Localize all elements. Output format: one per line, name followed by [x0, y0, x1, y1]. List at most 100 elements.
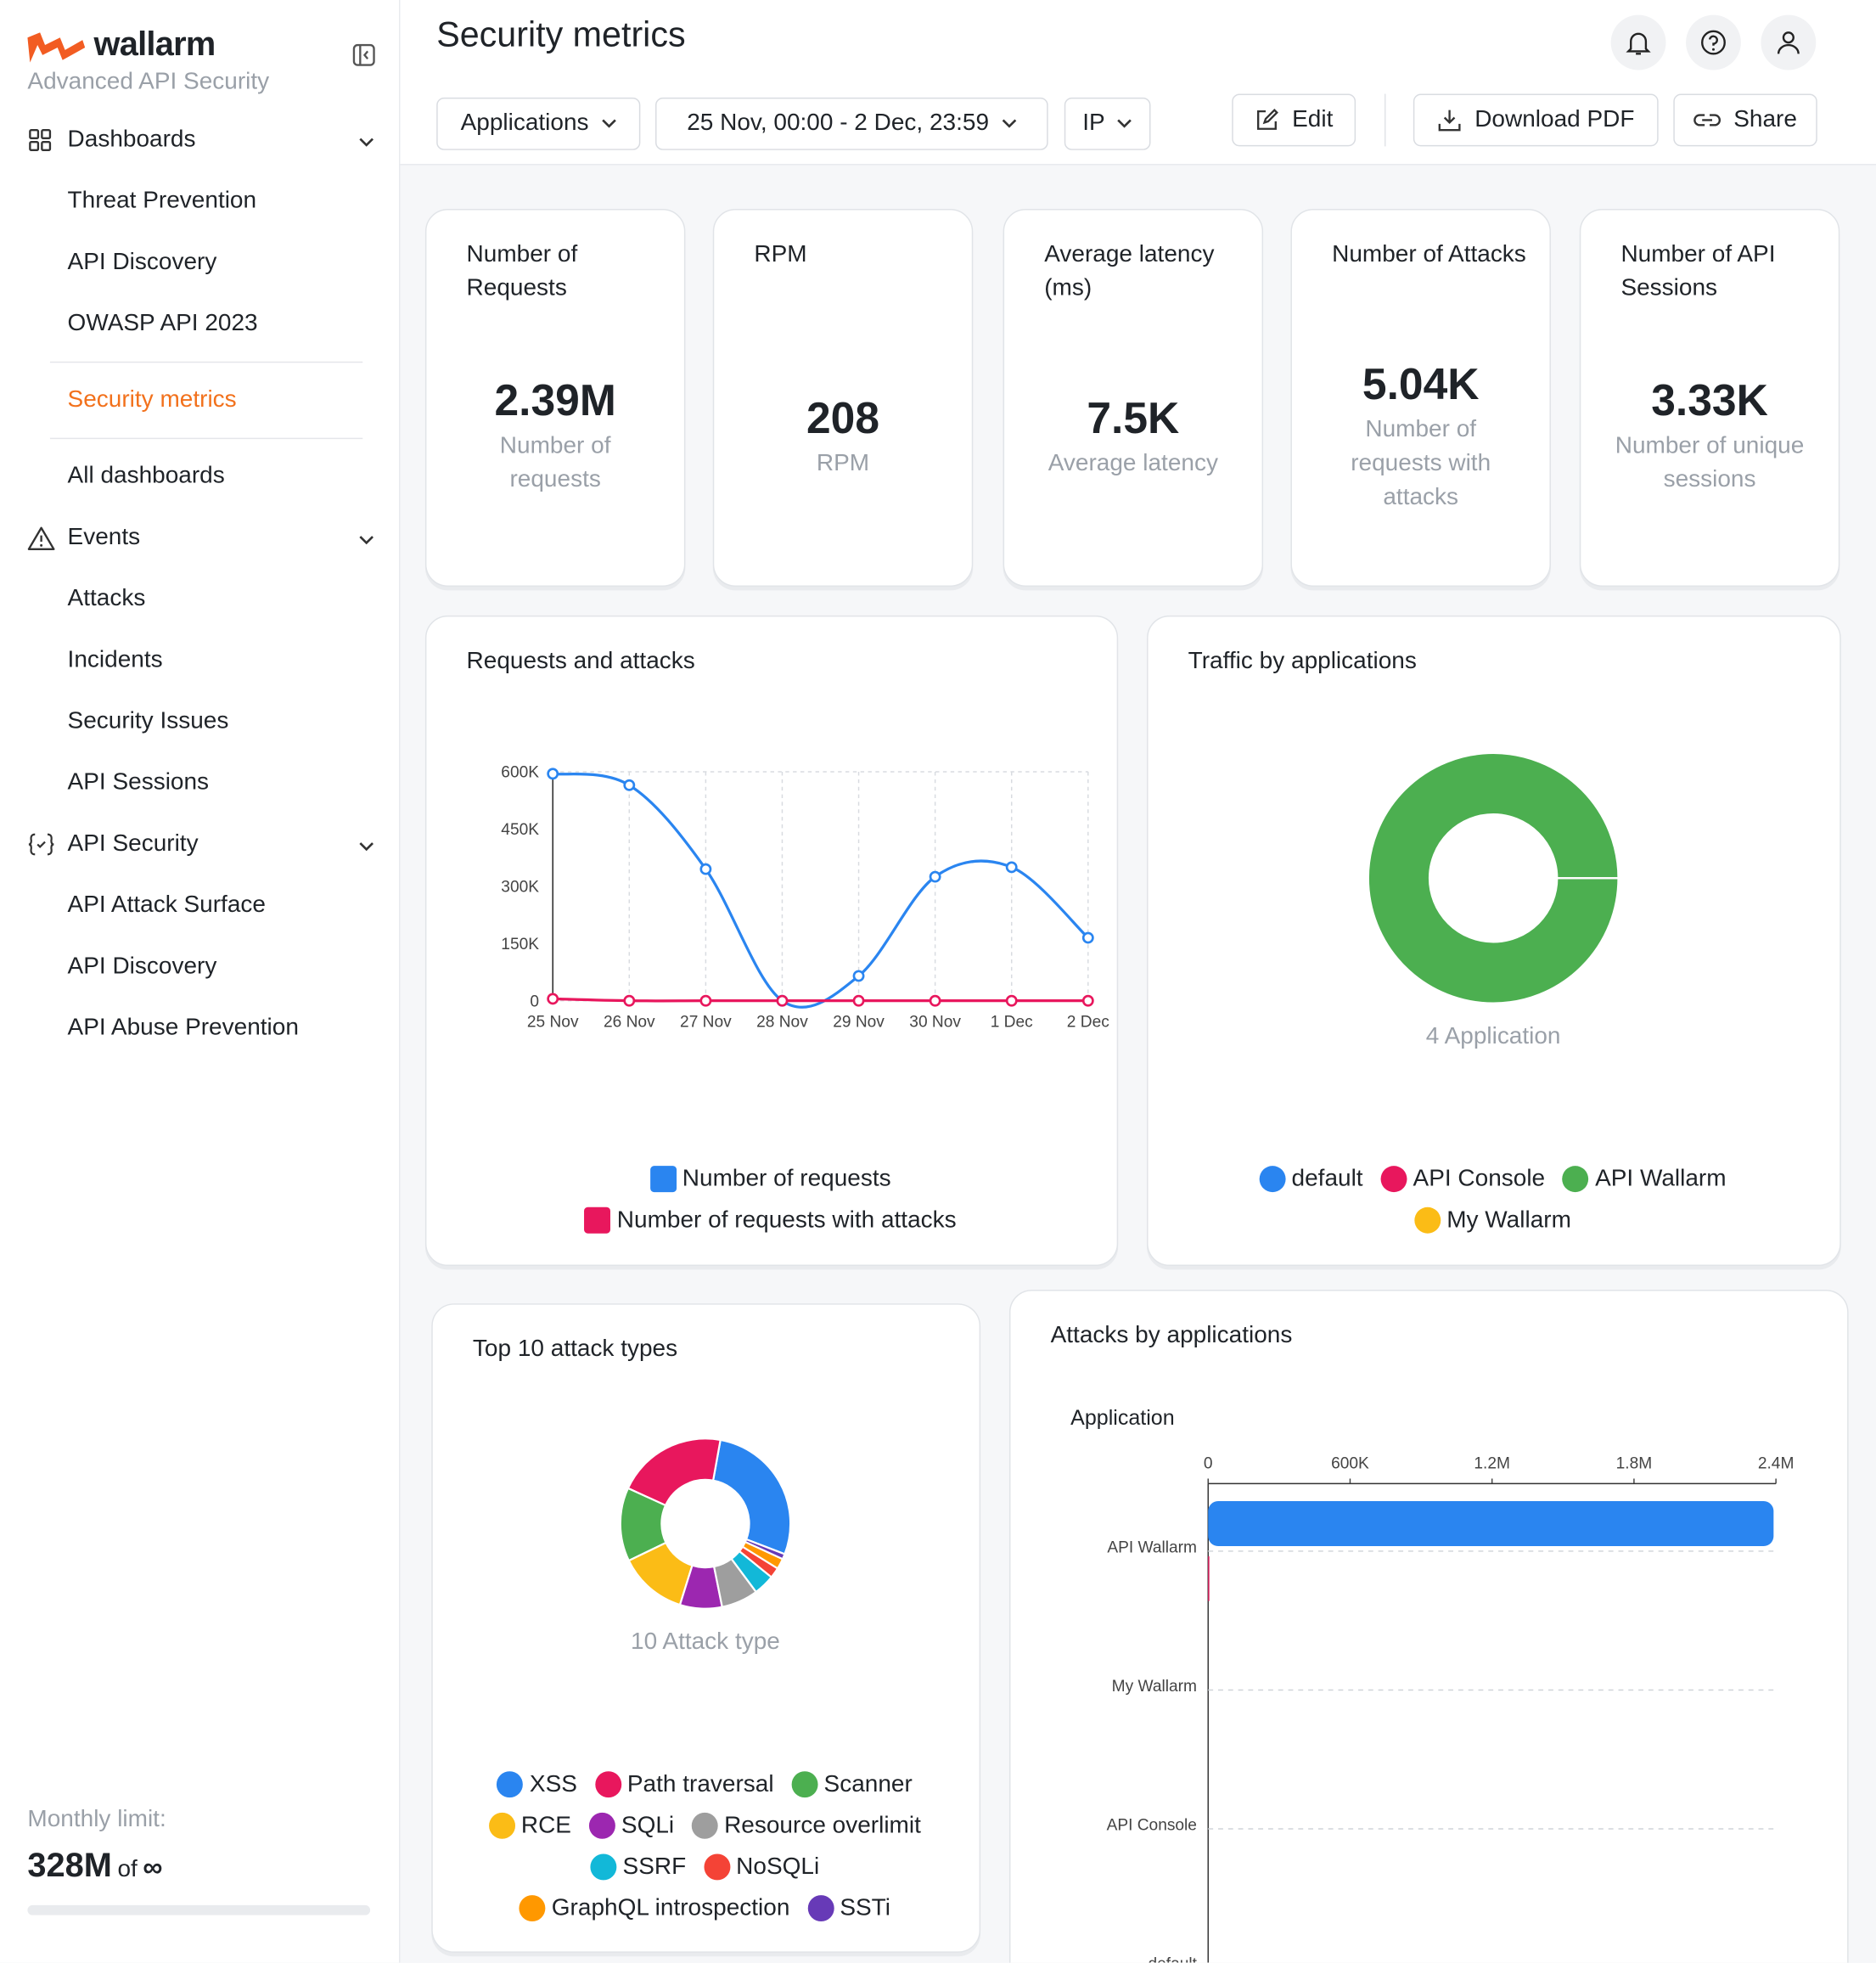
kpi-title: Number of API Sessions — [1620, 241, 1776, 302]
kpi-card: RPM 208 RPM — [712, 209, 974, 587]
kpi-title: Average latency (ms) — [1044, 241, 1215, 302]
nav-item[interactable]: Threat Prevention — [67, 187, 257, 214]
nav-section[interactable]: Dashboards — [67, 126, 196, 153]
chevron[interactable] — [357, 132, 375, 155]
action-button[interactable]: Download PDF — [1413, 93, 1659, 147]
legend-item[interactable]: GraphQL introspection — [519, 1893, 789, 1924]
sidebar: wallarm Advanced API Security Monthly li… — [0, 0, 401, 1963]
filter-label: Applications — [460, 110, 589, 137]
legend-item[interactable]: API Console — [1380, 1163, 1545, 1195]
legend-label: SSRF — [622, 1853, 687, 1881]
action-icon — [1255, 108, 1279, 132]
section-icon — [27, 127, 52, 159]
action-button[interactable]: Edit — [1232, 93, 1356, 147]
action-label: Download PDF — [1474, 106, 1635, 133]
nav-item[interactable]: All dashboards — [67, 463, 225, 490]
legend-swatch — [1562, 1166, 1589, 1193]
nav-item[interactable]: OWASP API 2023 — [67, 310, 258, 337]
nav-section[interactable]: Events — [67, 524, 141, 551]
legend-label: Resource overlimit — [724, 1812, 921, 1839]
collapse-button[interactable] — [352, 43, 375, 67]
kpi-caption: Average latency — [1048, 449, 1218, 476]
kpi-title: Number of Attacks — [1332, 241, 1526, 268]
nav-item[interactable]: Security metrics — [67, 386, 237, 413]
legend-item[interactable]: My Wallarm — [1413, 1205, 1571, 1236]
section-icon-glyph — [28, 833, 54, 856]
filter-dropdown[interactable]: 25 Nov, 00:00 - 2 Dec, 23:59 — [655, 97, 1048, 150]
section-icon — [27, 526, 55, 557]
legend-item[interactable]: Scanner — [791, 1769, 913, 1800]
chevron[interactable] — [357, 837, 375, 860]
filter-label: 25 Nov, 00:00 - 2 Dec, 23:59 — [687, 110, 990, 137]
kpi-card: Number of Requests 2.39M Number of request… — [424, 209, 686, 587]
nav-section[interactable]: API Security — [67, 830, 199, 858]
nav-item[interactable]: Attacks — [67, 585, 146, 612]
legend-item[interactable]: NoSQLi — [703, 1852, 820, 1883]
legend-item[interactable]: Resource overlimit — [691, 1810, 921, 1842]
header: Security metrics Applications 25 Nov, 00:… — [400, 0, 1876, 166]
legend-item[interactable]: RCE — [488, 1810, 571, 1842]
legend-item[interactable]: SSTi — [807, 1893, 890, 1924]
legend-swatch — [590, 1853, 617, 1881]
chart-title: Traffic by applications — [1188, 648, 1417, 675]
kpi-value: 5.04K — [1362, 359, 1480, 409]
chart-title: Top 10 attack types — [472, 1336, 678, 1363]
legend-label: Number of requests with attacks — [616, 1206, 957, 1234]
chevron[interactable] — [357, 531, 375, 554]
dropdown-chevron-glyph — [601, 119, 616, 128]
legend-label: SSTi — [840, 1895, 890, 1922]
legend-swatch — [519, 1895, 546, 1922]
legend-label: default — [1291, 1166, 1363, 1193]
nav-item[interactable]: Security Issues — [67, 707, 229, 734]
legend-label: Number of requests — [682, 1166, 891, 1193]
kpi-caption: Number of requests with attacks — [1351, 415, 1491, 510]
legend-swatch — [791, 1771, 818, 1798]
kpi-body: 208 RPM — [714, 323, 972, 548]
legend-item[interactable]: SQLi — [588, 1810, 674, 1842]
chart-card: Attacks by applications — [1008, 1290, 1849, 1963]
nav-item[interactable]: API Attack Surface — [67, 892, 266, 919]
header-icon[interactable] — [1610, 14, 1666, 70]
filter-dropdown[interactable]: Applications — [436, 97, 641, 150]
legend-swatch — [691, 1812, 718, 1839]
legend-label: NoSQLi — [736, 1853, 820, 1881]
kpi-card: Average latency (ms) 7.5K Average latency — [1003, 209, 1264, 587]
legend-swatch — [703, 1853, 730, 1881]
limit-of: of — [117, 1856, 138, 1883]
tagline: Advanced API Security — [27, 69, 270, 95]
nav-item[interactable]: API Abuse Prevention — [67, 1014, 299, 1041]
legend-label: My Wallarm — [1446, 1206, 1571, 1234]
legend: XSS Path traversal Scanner RCE SQLi Resource … — [467, 1769, 942, 1924]
legend-item[interactable]: XSS — [497, 1769, 577, 1800]
nav-item[interactable]: API Discovery — [67, 953, 217, 980]
legend-swatch — [488, 1812, 515, 1839]
header-icon[interactable] — [1686, 14, 1741, 70]
separator — [49, 361, 363, 363]
legend-label: Path traversal — [626, 1771, 774, 1798]
dropdown-chevron — [1002, 119, 1017, 129]
dropdown-chevron — [1117, 119, 1132, 129]
filter-label: IP — [1082, 110, 1105, 137]
legend: Number of requests Number of requests wit… — [425, 1163, 1115, 1235]
action-button[interactable]: Share — [1673, 93, 1817, 147]
nav-item[interactable]: Incidents — [67, 646, 163, 673]
chart-title: Attacks by applications — [1050, 1322, 1293, 1349]
legend-item[interactable]: Number of requests with attacks — [584, 1205, 957, 1236]
legend-item[interactable]: API Wallarm — [1562, 1163, 1727, 1195]
kpi-value: 2.39M — [494, 376, 616, 425]
legend-label: API Console — [1413, 1166, 1546, 1193]
nav-item[interactable]: API Sessions — [67, 769, 210, 796]
legend-item[interactable]: default — [1259, 1163, 1363, 1195]
kpi-card: Number of Attacks 5.04K Number of requests… — [1290, 209, 1551, 587]
nav-item[interactable]: API Discovery — [67, 249, 217, 276]
header-icon[interactable] — [1761, 14, 1817, 70]
legend-swatch — [1413, 1206, 1441, 1234]
legend-item[interactable]: Number of requests — [649, 1163, 891, 1195]
filter-dropdown[interactable]: IP — [1064, 97, 1151, 150]
legend-item[interactable]: Path traversal — [594, 1769, 774, 1800]
legend-item[interactable]: SSRF — [590, 1852, 686, 1883]
separator — [49, 437, 363, 440]
limit: 328M of ∞ — [27, 1847, 162, 1886]
limit-value: 328M — [27, 1846, 112, 1884]
